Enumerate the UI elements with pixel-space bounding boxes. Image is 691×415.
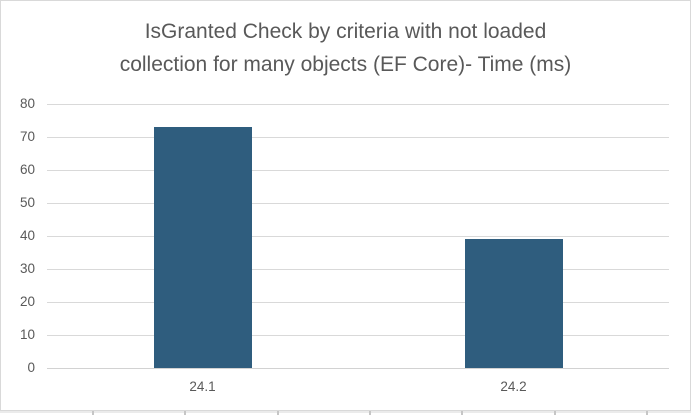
y-axis-labels[interactable]: 0 10 20 30 40 50 60 70 80 xyxy=(1,1,35,412)
worksheet-column-gridline xyxy=(276,411,279,415)
chart-title-line-1: IsGranted Check by criteria with not loa… xyxy=(144,20,547,43)
y-axis-tick-label: 60 xyxy=(19,162,35,177)
gridline xyxy=(47,104,669,105)
gridline xyxy=(47,203,669,204)
gridline xyxy=(47,137,669,138)
worksheet-column-gridline xyxy=(184,411,187,415)
gridline xyxy=(47,269,669,270)
y-axis-tick-label: 20 xyxy=(19,294,35,309)
bar-24.1[interactable] xyxy=(153,127,252,368)
chart-title[interactable]: IsGranted Check by criteria with not loa… xyxy=(1,15,690,81)
y-axis-tick-label: 30 xyxy=(19,261,35,276)
gridline xyxy=(47,236,669,237)
worksheet-column-gridline xyxy=(645,411,648,415)
y-axis-tick-label: 50 xyxy=(19,195,35,210)
y-axis-tick-label: 0 xyxy=(27,360,35,375)
x-axis-category-label: 24.1 xyxy=(189,379,216,394)
y-axis-tick-label: 40 xyxy=(19,228,35,243)
gridline xyxy=(47,335,669,336)
worksheet-column-gridline xyxy=(461,411,464,415)
plot-area xyxy=(47,104,669,369)
y-axis-tick-label: 80 xyxy=(19,96,35,111)
worksheet-column-gridline xyxy=(553,411,556,415)
worksheet-column-gridline xyxy=(368,411,371,415)
y-axis-tick-label: 70 xyxy=(19,129,35,144)
worksheet-column-gridline xyxy=(92,411,94,415)
bar-24.2[interactable] xyxy=(464,239,563,368)
gridline xyxy=(47,170,669,171)
x-axis-line xyxy=(47,368,669,369)
chart-title-line-2: collection for many objects (EF Core)- T… xyxy=(119,53,572,76)
x-axis-labels[interactable]: 24.1 24.2 xyxy=(47,378,669,398)
x-axis-category-label: 24.2 xyxy=(500,379,527,394)
gridline xyxy=(47,302,669,303)
y-axis-tick-label: 10 xyxy=(19,327,35,342)
worksheet-gridline-strip xyxy=(0,411,691,415)
